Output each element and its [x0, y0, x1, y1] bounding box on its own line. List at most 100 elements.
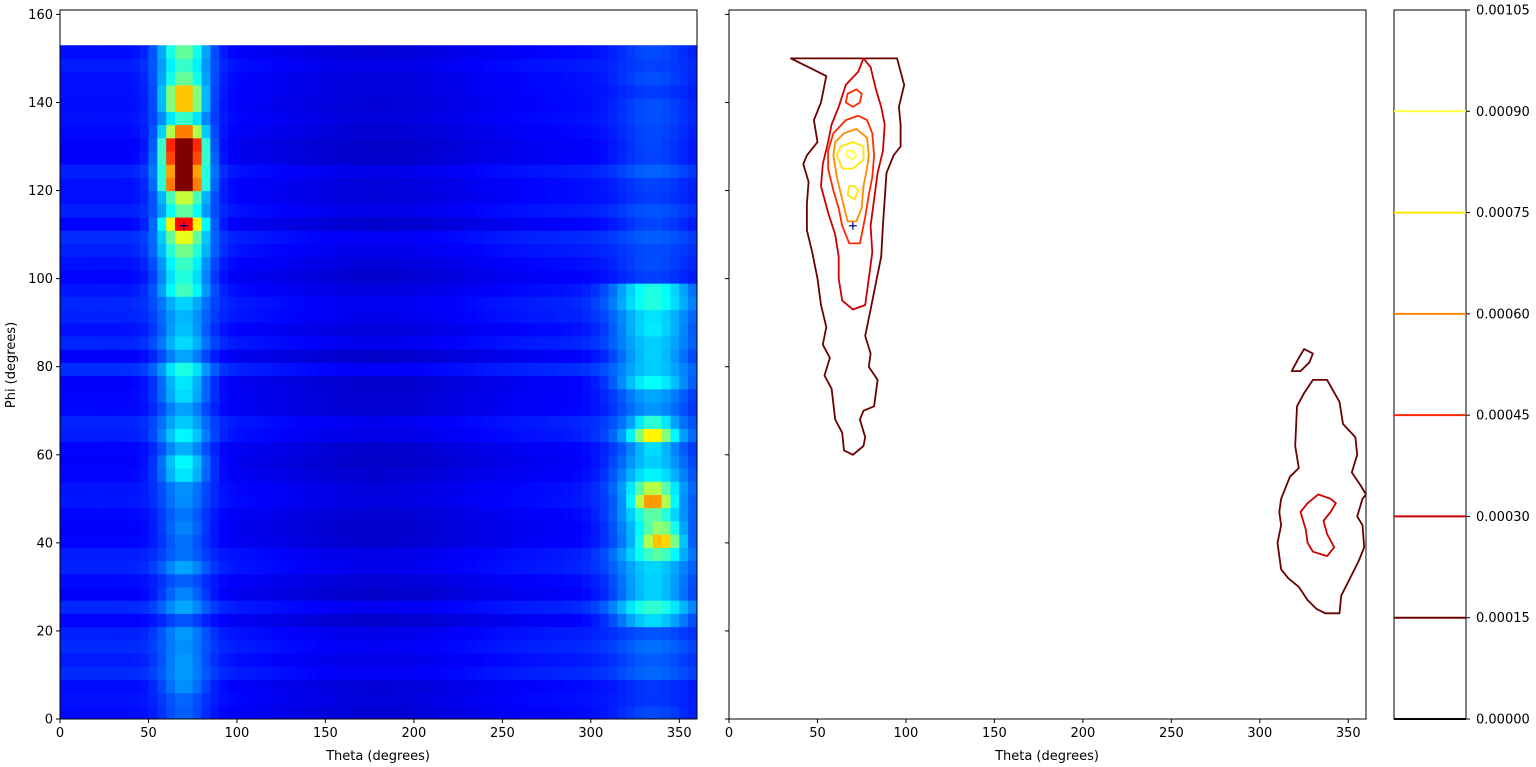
- heatmap-cell: [166, 467, 176, 482]
- heatmap-cell: [670, 309, 680, 324]
- heatmap-cell: [590, 507, 601, 522]
- heatmap-cell: [104, 481, 114, 496]
- heatmap-cell: [635, 283, 645, 297]
- heatmap-cell: [617, 534, 627, 548]
- heatmap-cell: [590, 137, 601, 152]
- heatmap-cell: [466, 283, 477, 297]
- heatmap-cell: [440, 586, 450, 601]
- heatmap-cell: [298, 534, 309, 548]
- heatmap-cell: [201, 467, 212, 482]
- heatmap-cell: [617, 98, 627, 112]
- heatmap-cell: [493, 124, 503, 139]
- heatmap-cell: [652, 71, 663, 86]
- heatmap-cell: [325, 150, 335, 165]
- heatmap-cell: [360, 705, 371, 719]
- heatmap-cell: [643, 705, 654, 719]
- heatmap-cell: [307, 296, 318, 311]
- heatmap-cell: [60, 124, 70, 139]
- heatmap-cell: [272, 124, 282, 139]
- heatmap-cell: [351, 415, 362, 429]
- heatmap-cell: [236, 388, 247, 403]
- heatmap-cell: [121, 137, 132, 152]
- heatmap-cell: [626, 415, 636, 429]
- heatmap-cell: [555, 98, 565, 112]
- heatmap-cell: [307, 190, 318, 205]
- heatmap-cell: [360, 573, 371, 588]
- heatmap-cell: [475, 124, 486, 139]
- heatmap-cell: [528, 349, 539, 363]
- heatmap-cell: [581, 705, 592, 719]
- heatmap-cell: [148, 296, 158, 311]
- heatmap-cell: [599, 388, 610, 403]
- heatmap-cell: [281, 335, 291, 350]
- heatmap-cell: [192, 401, 203, 416]
- heatmap-cell: [590, 547, 601, 562]
- heatmap-cell: [263, 401, 273, 416]
- heatmap-cell: [511, 230, 521, 244]
- heatmap-cell: [316, 137, 327, 152]
- heatmap-cell: [245, 560, 256, 575]
- heatmap-cell: [679, 71, 689, 86]
- heatmap-cell: [139, 679, 150, 694]
- heatmap-cell: [431, 216, 442, 231]
- heatmap-cell: [263, 124, 273, 139]
- heatmap-cell: [351, 481, 362, 496]
- heatmap-cell: [307, 309, 318, 324]
- heatmap-cell: [113, 467, 123, 482]
- heatmap-cell: [290, 375, 300, 390]
- heatmap-cell: [281, 428, 291, 443]
- heatmap-cell: [635, 639, 645, 654]
- heatmap-cell: [378, 679, 388, 694]
- heatmap-cell: [458, 283, 468, 297]
- heatmap-cell: [378, 309, 388, 324]
- heatmap-cell: [298, 177, 309, 192]
- heatmap-cell: [60, 137, 70, 152]
- heatmap-cell: [139, 111, 150, 126]
- heatmap-cell: [121, 309, 132, 324]
- heatmap-cell: [166, 71, 176, 86]
- heatmap-cell: [484, 600, 495, 614]
- heatmap-cell: [298, 401, 309, 416]
- heatmap-cell: [493, 520, 503, 535]
- heatmap-cell: [608, 428, 618, 443]
- heatmap-cell: [86, 137, 96, 152]
- heatmap-cell: [77, 494, 88, 509]
- heatmap-cell: [449, 586, 459, 601]
- heatmap-cell: [130, 283, 141, 297]
- heatmap-cell: [422, 639, 433, 654]
- heatmap-cell: [254, 243, 265, 258]
- heatmap-cell: [484, 362, 495, 377]
- heatmap-cell: [431, 256, 442, 271]
- heatmap-cell: [643, 177, 654, 192]
- heatmap-cell: [95, 322, 105, 337]
- heatmap-cell: [121, 388, 132, 403]
- heatmap-cell: [86, 547, 96, 562]
- heatmap-cell: [183, 349, 194, 363]
- heatmap-cell: [440, 124, 450, 139]
- heatmap-cell: [617, 150, 627, 165]
- heatmap-cell: [378, 454, 388, 469]
- heatmap-cell: [130, 481, 141, 496]
- heatmap-cell: [422, 203, 433, 218]
- y-tick-label: 140: [28, 96, 53, 111]
- heatmap-cell: [652, 415, 663, 429]
- heatmap-cell: [688, 441, 697, 456]
- heatmap-cell: [555, 639, 565, 654]
- heatmap-cell: [77, 216, 88, 231]
- heatmap-cell: [343, 613, 353, 628]
- heatmap-cell: [175, 507, 185, 522]
- heatmap-cell: [60, 349, 70, 363]
- heatmap-cell: [670, 296, 680, 311]
- heatmap-cell: [564, 520, 574, 535]
- heatmap-cell: [643, 98, 654, 112]
- heatmap-cell: [422, 322, 433, 337]
- heatmap-cell: [555, 692, 565, 707]
- heatmap-cell: [573, 692, 583, 707]
- heatmap-cell: [113, 349, 123, 363]
- heatmap-cell: [422, 177, 433, 192]
- heatmap-cell: [325, 401, 335, 416]
- heatmap-cell: [528, 111, 539, 126]
- heatmap-cell: [254, 705, 265, 719]
- heatmap-cell: [679, 216, 689, 231]
- heatmap-cell: [192, 441, 203, 456]
